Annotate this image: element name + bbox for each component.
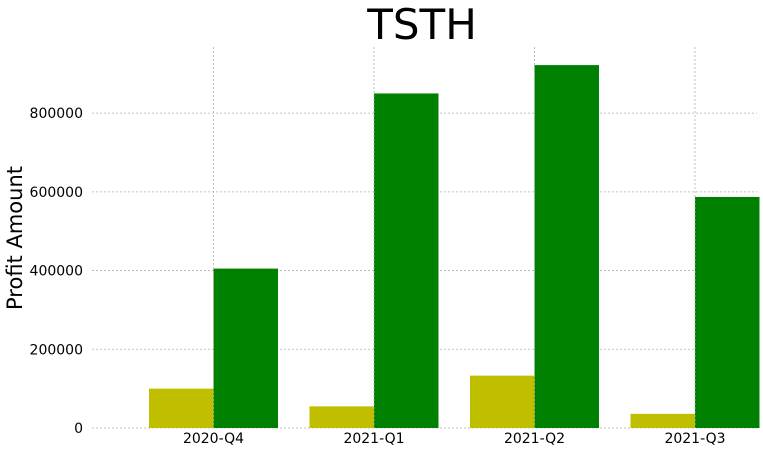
y-tick-label: 600000 bbox=[30, 185, 83, 201]
vertical-grid-layer bbox=[213, 47, 696, 428]
bar-2020-Q4-series-1 bbox=[149, 388, 214, 428]
y-tick-labels: 0 200000 400000 600000 800000 bbox=[30, 106, 83, 437]
bar-2020-Q4-series-2 bbox=[213, 268, 278, 428]
x-tick-label: 2021-Q1 bbox=[343, 431, 404, 447]
x-tick-label: 2020-Q4 bbox=[183, 431, 244, 447]
y-axis-label: Profit Amount bbox=[3, 166, 27, 310]
bar-2021-Q3-series-1 bbox=[630, 413, 695, 428]
y-tick-label: 400000 bbox=[30, 264, 83, 280]
y-tick-label: 0 bbox=[74, 421, 83, 437]
y-tick-label: 800000 bbox=[30, 106, 83, 122]
bar-2021-Q2-series-1 bbox=[470, 375, 535, 428]
bar-2021-Q1-series-2 bbox=[374, 93, 439, 428]
bar-2021-Q3-series-2 bbox=[695, 196, 760, 428]
bars-layer bbox=[149, 65, 760, 428]
chart-title: TSTH bbox=[366, 0, 477, 49]
x-tick-labels: 2020-Q4 2021-Q1 2021-Q2 2021-Q3 bbox=[183, 431, 726, 447]
x-tick-label: 2021-Q3 bbox=[664, 431, 725, 447]
y-tick-label: 200000 bbox=[30, 342, 83, 358]
x-tick-label: 2021-Q2 bbox=[504, 431, 565, 447]
bar-2021-Q2-series-2 bbox=[534, 65, 599, 428]
bar-2021-Q1-series-1 bbox=[309, 406, 374, 428]
